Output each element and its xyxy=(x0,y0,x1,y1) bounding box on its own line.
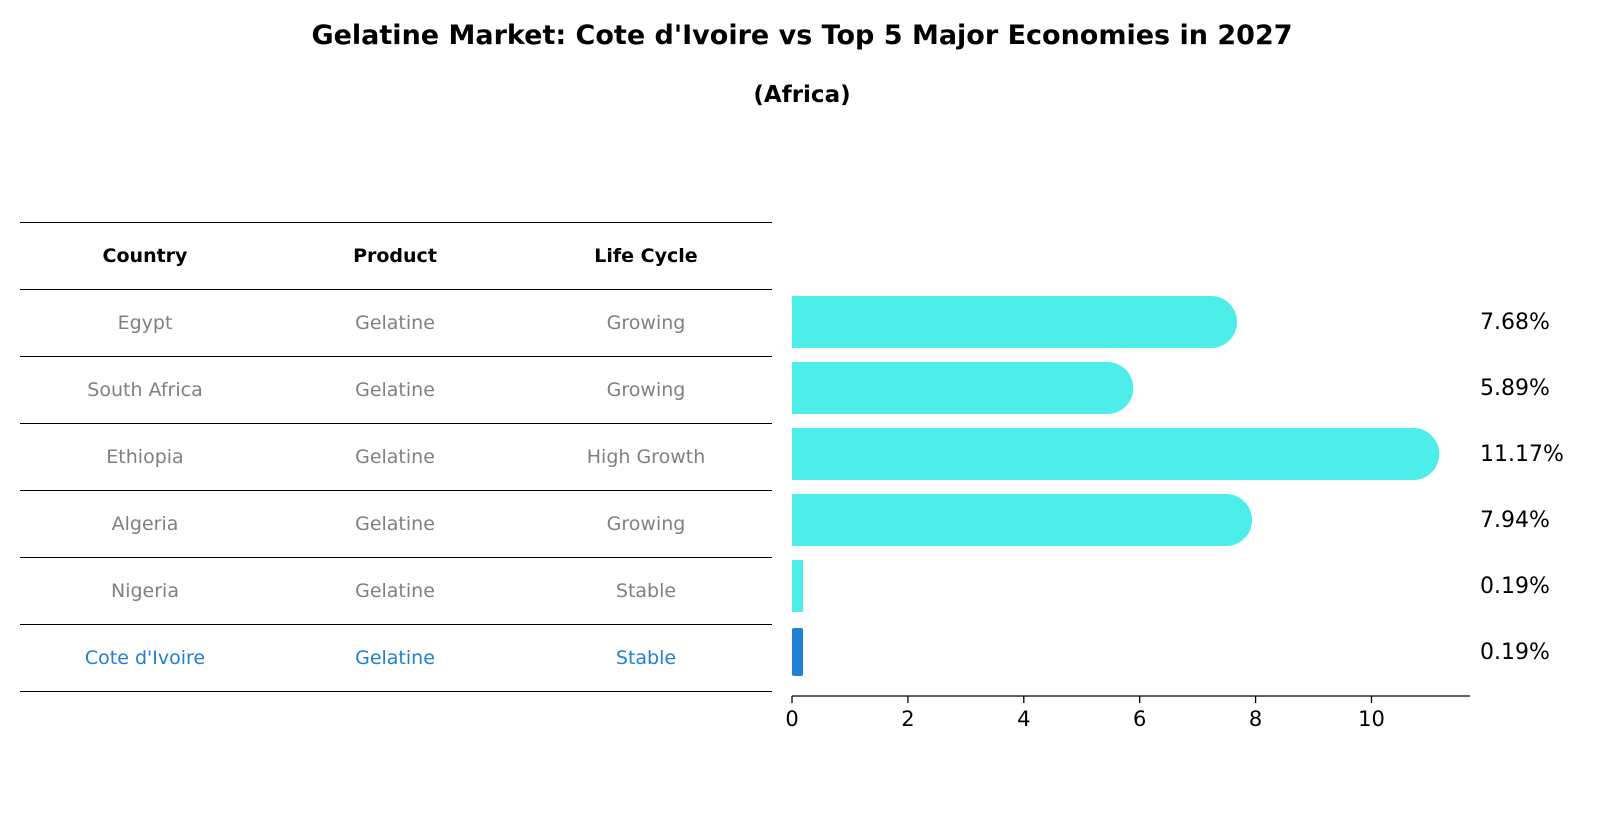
table-row: South Africa Gelatine Growing xyxy=(20,357,772,424)
chart-subtitle: (Africa) xyxy=(753,82,851,108)
cell-product: Gelatine xyxy=(355,446,435,468)
value-label: 0.19% xyxy=(1480,574,1550,599)
bar xyxy=(792,560,804,612)
cell-product: Gelatine xyxy=(355,513,435,535)
bar xyxy=(792,362,1134,414)
x-tick-label: 10 xyxy=(1358,707,1385,731)
bar xyxy=(792,428,1440,480)
table-row: Algeria Gelatine Growing xyxy=(20,491,772,558)
value-label: 11.17% xyxy=(1480,442,1564,467)
x-tick-label: 0 xyxy=(785,707,798,731)
value-label: 7.94% xyxy=(1480,508,1550,533)
cell-country: Cote d'Ivoire xyxy=(84,647,206,669)
bar-highlight xyxy=(792,628,804,676)
cell-life-cycle: Stable xyxy=(615,580,677,602)
value-label: 0.19% xyxy=(1480,640,1550,665)
cell-country: Nigeria xyxy=(111,580,179,602)
x-tick-label: 8 xyxy=(1249,707,1262,731)
table-row-highlight: Cote d'Ivoire Gelatine Stable xyxy=(20,625,772,692)
cell-life-cycle: High Growth xyxy=(586,446,706,468)
table-row: Ethiopia Gelatine High Growth xyxy=(20,424,772,491)
header-country: Country xyxy=(102,245,188,267)
bar xyxy=(792,494,1253,546)
value-label: 7.68% xyxy=(1480,310,1550,335)
x-tick-label: 2 xyxy=(901,707,914,731)
value-label: 5.89% xyxy=(1480,376,1550,401)
table-row: Nigeria Gelatine Stable xyxy=(20,558,772,625)
x-tick-label: 4 xyxy=(1017,707,1030,731)
cell-product: Gelatine xyxy=(355,312,435,334)
market-table: Country Product Life Cycle Egypt Gelatin… xyxy=(20,222,772,692)
bar xyxy=(792,296,1238,348)
cell-life-cycle: Growing xyxy=(606,312,686,334)
table-header-row: Country Product Life Cycle xyxy=(20,223,772,290)
x-tick-label: 6 xyxy=(1133,707,1146,731)
cell-life-cycle: Growing xyxy=(606,379,686,401)
cell-country: Algeria xyxy=(111,513,179,535)
header-product: Product xyxy=(353,245,437,267)
chart-title: Gelatine Market: Cote d'Ivoire vs Top 5 … xyxy=(311,20,1293,51)
cell-life-cycle: Stable xyxy=(615,647,677,669)
cell-product: Gelatine xyxy=(355,379,435,401)
cell-country: South Africa xyxy=(87,379,203,401)
cell-product: Gelatine xyxy=(355,647,435,669)
table-row: Egypt Gelatine Growing xyxy=(20,290,772,357)
cell-country: Egypt xyxy=(117,312,173,334)
cell-product: Gelatine xyxy=(355,580,435,602)
cell-life-cycle: Growing xyxy=(606,513,686,535)
cell-country: Ethiopia xyxy=(106,446,184,468)
header-life-cycle: Life Cycle xyxy=(594,245,698,267)
